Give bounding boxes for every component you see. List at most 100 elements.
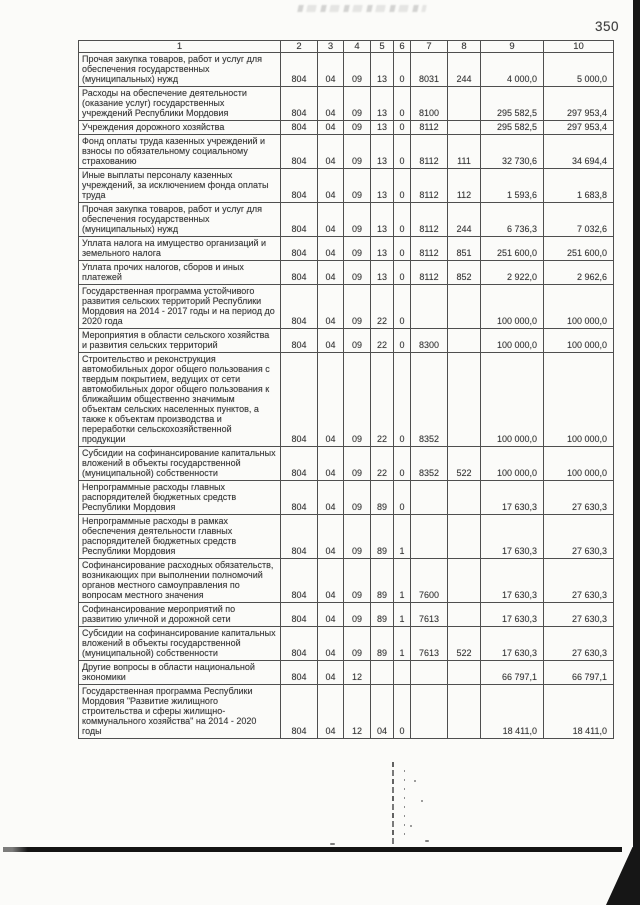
table-cell: 09	[343, 202, 371, 237]
table-cell: 7 032,6	[543, 202, 614, 237]
table-cell: 0	[393, 120, 411, 135]
table-cell: 04	[317, 52, 344, 87]
table-row: Иные выплаты персоналу казенных учрежден…	[78, 168, 614, 203]
table-cell: 0	[393, 284, 411, 329]
table-cell: 0	[393, 168, 411, 203]
table-cell: 04	[317, 602, 344, 627]
table-cell: 09	[343, 284, 371, 329]
table-row: Софинансирование мероприятий по развитию…	[78, 602, 614, 627]
scan-edge-shadow	[633, 0, 640, 905]
table-cell: 04	[370, 684, 394, 739]
table-cell	[393, 660, 411, 685]
table-cell: 522	[447, 626, 481, 661]
budget-table: 1 2 3 4 5 6 7 8 9 10 Прочая закупка товаров, рабо…	[78, 40, 614, 739]
table-cell	[410, 514, 448, 559]
table-cell: 27 630,3	[543, 602, 614, 627]
table-cell: Софинансирование расходных обязательств,…	[78, 558, 281, 603]
table-cell: Фонд оплаты труда казенных учреждений и …	[78, 134, 281, 169]
scan-artifact-speck	[425, 840, 429, 842]
table-cell: 09	[343, 86, 371, 121]
table-row: Софинансирование расходных обязательств,…	[78, 558, 614, 603]
table-cell: 0	[393, 52, 411, 87]
column-header: 7	[410, 40, 448, 53]
table-cell: 8031	[410, 52, 448, 87]
table-cell: 8352	[410, 446, 448, 481]
table-cell: 0	[393, 352, 411, 447]
table-cell: 17 630,3	[480, 626, 544, 661]
table-cell: 111	[447, 134, 481, 169]
table-cell: 7600	[410, 558, 448, 603]
page-number: 350	[595, 19, 620, 34]
table-cell: Уплата налога на имущество организаций и…	[78, 236, 281, 261]
table-cell: 17 630,3	[480, 480, 544, 515]
table-cell: 100 000,0	[543, 352, 614, 447]
table-cell: 0	[393, 86, 411, 121]
table-cell	[410, 284, 448, 329]
table-cell: 804	[280, 284, 318, 329]
table-cell: 13	[370, 86, 394, 121]
table-cell: 8112	[410, 236, 448, 261]
table-cell: 100 000,0	[480, 284, 544, 329]
table-cell: 22	[370, 352, 394, 447]
table-cell: 09	[343, 626, 371, 661]
table-cell: 112	[447, 168, 481, 203]
table-cell: 89	[370, 626, 394, 661]
table-cell: 804	[280, 684, 318, 739]
table-cell: Расходы на обеспечение деятельности (ока…	[78, 86, 281, 121]
table-cell: 18 411,0	[480, 684, 544, 739]
table-cell: 09	[343, 352, 371, 447]
table-cell	[447, 660, 481, 685]
scan-artifact-dotted-line	[404, 770, 405, 840]
table-cell: 804	[280, 86, 318, 121]
table-cell: 804	[280, 660, 318, 685]
table-cell: 12	[343, 684, 371, 739]
table-cell: 100 000,0	[543, 284, 614, 329]
table-cell: 09	[343, 558, 371, 603]
table-cell: 09	[343, 168, 371, 203]
table-cell: 804	[280, 202, 318, 237]
table-cell: 09	[343, 602, 371, 627]
table-cell	[447, 602, 481, 627]
table-header-row: 1 2 3 4 5 6 7 8 9 10	[78, 40, 614, 53]
table-cell	[447, 120, 481, 135]
table-cell: 18 411,0	[543, 684, 614, 739]
table-cell: 04	[317, 120, 344, 135]
table-cell: 851	[447, 236, 481, 261]
table-cell: 297 953,4	[543, 120, 614, 135]
table-cell: 804	[280, 260, 318, 285]
table-cell: 0	[393, 480, 411, 515]
table-cell: 09	[343, 134, 371, 169]
table-cell: 09	[343, 446, 371, 481]
table-cell: 804	[280, 602, 318, 627]
table-cell: 8352	[410, 352, 448, 447]
table-cell: 7613	[410, 626, 448, 661]
table-cell: 804	[280, 558, 318, 603]
table-cell: 89	[370, 480, 394, 515]
table-cell: 17 630,3	[480, 514, 544, 559]
table-cell: 0	[393, 260, 411, 285]
table-cell: Мероприятия в области сельского хозяйств…	[78, 328, 281, 353]
table-row: Непрограммные расходы в рамках обеспечен…	[78, 514, 614, 559]
table-cell	[447, 684, 481, 739]
table-cell: 295 582,5	[480, 120, 544, 135]
table-cell: 13	[370, 134, 394, 169]
table-cell: 1 683,8	[543, 168, 614, 203]
table-row: Уплата прочих налогов, сборов и иных пла…	[78, 260, 614, 285]
table-cell: 1	[393, 602, 411, 627]
table-cell: Учреждения дорожного хозяйства	[78, 120, 281, 135]
table-cell	[447, 514, 481, 559]
table-cell: 251 600,0	[480, 236, 544, 261]
table-cell: 04	[317, 202, 344, 237]
table-cell: 27 630,3	[543, 558, 614, 603]
table-cell: 804	[280, 328, 318, 353]
table-cell: 13	[370, 52, 394, 87]
table-cell: Государственная программа устойчивого ра…	[78, 284, 281, 329]
column-header: 1	[78, 40, 281, 53]
table-cell: 100 000,0	[480, 446, 544, 481]
table-cell: 89	[370, 514, 394, 559]
table-cell: Непрограммные расходы в рамках обеспечен…	[78, 514, 281, 559]
table-cell: 8100	[410, 86, 448, 121]
table-cell: 66 797,1	[543, 660, 614, 685]
scan-artifact-speck	[414, 780, 416, 782]
